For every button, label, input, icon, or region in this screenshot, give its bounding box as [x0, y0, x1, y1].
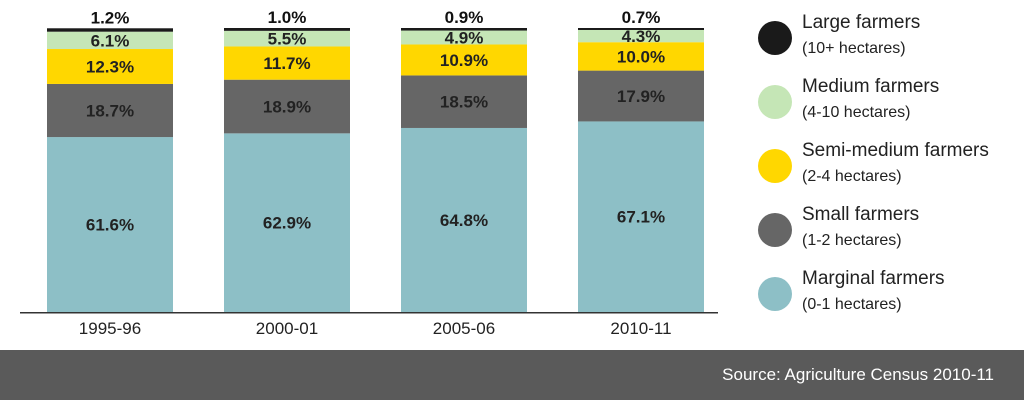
legend-range: (1-2 hectares): [802, 232, 902, 249]
bars-group: 61.6% 18.7% 12.3% 6.1% 1.2% 62.9% 18.9% 11.7% 5.…: [47, 8, 704, 312]
bar-segment: [578, 121, 704, 312]
bar-segment: [578, 28, 704, 30]
x-tick-label: 2005-06: [433, 319, 495, 338]
legend-name: Medium farmers: [802, 76, 940, 97]
bar-segment: [224, 79, 350, 134]
legend-name: Semi-medium farmers: [802, 140, 989, 161]
legend-range: (4-10 hectares): [802, 104, 911, 121]
bar-segment-label: 18.7%: [86, 102, 134, 121]
legend-name: Small farmers: [802, 204, 920, 225]
legend-range: (10+ hectares): [802, 40, 906, 57]
bar-segment-label: 4.9%: [445, 29, 484, 48]
bar-segment-label: 5.5%: [268, 30, 307, 49]
bar-segment-label: 17.9%: [617, 87, 665, 106]
bar-segment-label: 18.9%: [263, 98, 311, 117]
bar-segment-label: 12.3%: [86, 57, 134, 76]
bar-segment: [401, 75, 527, 128]
bar-segment: [224, 46, 350, 80]
bar-segment-label: 10.9%: [440, 51, 488, 70]
legend-item: Small farmers (1-2 hectares): [758, 202, 1020, 266]
bar-segment-label: 4.3%: [622, 27, 661, 46]
legend-item: Semi-medium farmers (2-4 hectares): [758, 138, 1020, 202]
bar-segment-label: 11.7%: [263, 54, 310, 73]
bar-top-label: 0.9%: [445, 8, 484, 27]
legend-swatch: [758, 213, 792, 247]
bar-segment: [401, 28, 527, 31]
legend-item: Medium farmers (4-10 hectares): [758, 74, 1020, 138]
x-tick-label: 2010-11: [610, 319, 671, 338]
bar-segment-label: 67.1%: [617, 208, 665, 227]
bar-segment: [47, 83, 173, 138]
x-tick-labels: 1995-96 2000-01 2005-06 2010-11: [79, 319, 672, 338]
legend-swatch: [758, 277, 792, 311]
bar-segment-label: 18.5%: [440, 93, 488, 112]
bar-segment: [401, 44, 527, 76]
bar-top-label: 1.2%: [91, 8, 130, 27]
bar-segment: [401, 127, 527, 312]
bar-segment: [47, 137, 173, 312]
bar-segment-label: 62.9%: [263, 214, 311, 233]
bar-segment: [224, 28, 350, 31]
bar-segment: [578, 29, 704, 43]
legend-swatch: [758, 21, 792, 55]
bar-segment: [47, 28, 173, 32]
bar-segment: [224, 133, 350, 312]
legend-item: Marginal farmers (0-1 hectares): [758, 266, 1020, 330]
legend-name: Large farmers: [802, 12, 921, 33]
legend-range: (0-1 hectares): [802, 296, 902, 313]
bar-segment: [224, 30, 350, 47]
bar-segment-label: 10.0%: [617, 47, 665, 66]
legend: Large farmers (10+ hectares) Medium farmer…: [758, 10, 1020, 330]
bar-segment-label: 61.6%: [86, 216, 134, 235]
legend-item: Large farmers (10+ hectares): [758, 10, 1020, 74]
bar-segment: [578, 42, 704, 71]
legend-name: Marginal farmers: [802, 268, 945, 289]
bar-segment: [401, 30, 527, 45]
bar-top-label: 1.0%: [268, 8, 307, 27]
bar-segment: [578, 70, 704, 122]
bar-segment-label: 64.8%: [440, 211, 488, 230]
footer-bar: Source: Agriculture Census 2010-11: [0, 350, 1024, 400]
bar-segment: [47, 31, 173, 50]
source-note: Source: Agriculture Census 2010-11: [722, 365, 994, 384]
x-tick-label: 1995-96: [79, 319, 141, 338]
legend-range: (2-4 hectares): [802, 168, 902, 185]
bar-segment-label: 6.1%: [91, 31, 130, 50]
bar-segment: [47, 49, 173, 84]
legend-swatch: [758, 149, 792, 183]
legend-swatch: [758, 85, 792, 119]
bar-top-label: 0.7%: [622, 8, 661, 27]
x-tick-label: 2000-01: [256, 319, 318, 338]
stacked-bar-chart: 61.6% 18.7% 12.3% 6.1% 1.2% 62.9% 18.9% 11.7% 5.…: [20, 8, 718, 338]
